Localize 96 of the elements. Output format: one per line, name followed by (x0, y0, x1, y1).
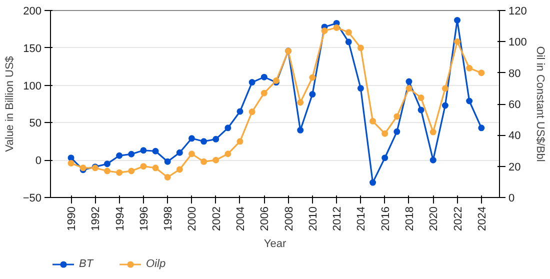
point (176, 149, 183, 156)
point (140, 147, 147, 154)
point (345, 29, 352, 36)
y-tick-label: −50 (22, 192, 42, 204)
x-tick-label: 2022 (452, 206, 464, 231)
y2-tick-label: 120 (508, 6, 527, 18)
point (248, 79, 256, 86)
point (152, 148, 159, 154)
x-tick-label: 1992 (90, 206, 102, 231)
x-tick-label: 2020 (428, 206, 440, 231)
y-tick-label: 100 (23, 80, 42, 92)
point (116, 169, 123, 176)
x-tick-label: 2008 (283, 206, 296, 231)
point (176, 166, 183, 173)
point (442, 85, 448, 92)
y-tick-label: 200 (23, 6, 42, 18)
y2-tick-label: 100 (508, 36, 527, 49)
point (212, 136, 220, 142)
point (478, 124, 485, 132)
y-tick-label: 150 (23, 42, 42, 55)
point (309, 74, 316, 81)
point (418, 94, 424, 102)
point (297, 99, 304, 106)
x-tick-label: 2006 (259, 206, 272, 231)
legend-label: Oilp (146, 257, 166, 271)
point (224, 150, 232, 158)
point (164, 158, 171, 165)
x-tick-label: 2000 (186, 206, 199, 231)
point (466, 64, 473, 72)
point (430, 156, 436, 164)
y2-tick-label: 20 (508, 161, 521, 174)
point (406, 78, 412, 85)
y-tick-label: 50 (29, 118, 42, 130)
point (260, 90, 268, 96)
y2-tick-label: 80 (508, 68, 521, 80)
point (430, 128, 436, 136)
point (200, 158, 208, 165)
x-tick-label: 1990 (66, 206, 78, 231)
y2-tick-label: 60 (508, 99, 521, 111)
point (224, 124, 232, 132)
point (382, 130, 388, 137)
x-tick-label: 2018 (404, 206, 416, 231)
x-tick-label: 2014 (356, 206, 368, 231)
y-tick-label: 0 (35, 155, 42, 168)
point (297, 126, 304, 134)
point (442, 102, 448, 109)
point (188, 135, 195, 142)
y2-tick-label: 40 (508, 130, 521, 142)
x-tick-label: 2016 (380, 206, 392, 231)
point (128, 150, 135, 158)
point (394, 113, 400, 120)
x-tick-label: 2010 (307, 206, 320, 231)
point (104, 160, 110, 168)
point (418, 106, 424, 114)
x-tick-label: 1998 (162, 206, 175, 231)
point (321, 28, 328, 34)
y2-axis-title: Oil in Constant US$/Bbl (534, 46, 546, 162)
point (236, 138, 244, 145)
point (394, 128, 400, 135)
y-axis-title: Value in Billion US$ (4, 56, 16, 152)
point (370, 179, 376, 186)
y2-tick-label: 0 (508, 192, 515, 204)
point (357, 85, 364, 92)
point (406, 85, 412, 92)
point (466, 98, 473, 104)
point (357, 44, 364, 52)
x-tick-label: 1996 (138, 206, 150, 231)
x-tick-label: 1994 (114, 206, 126, 231)
point (128, 168, 135, 174)
point (236, 108, 244, 115)
point (382, 154, 388, 162)
point (116, 152, 123, 159)
point (248, 108, 256, 116)
x-tick-label: 2024 (476, 206, 488, 231)
point (345, 38, 352, 46)
point (188, 150, 195, 158)
point (370, 118, 376, 124)
point (68, 154, 74, 162)
legend-label: BT (79, 257, 95, 271)
point (478, 70, 485, 76)
point (454, 16, 461, 24)
point (152, 164, 159, 172)
x-tick-label: 2002 (210, 206, 223, 231)
point (309, 91, 316, 98)
point (104, 168, 110, 174)
x-tick-label: 2004 (234, 206, 247, 231)
point (212, 156, 220, 164)
point (164, 174, 171, 180)
point (454, 38, 461, 45)
x-tick-label: 2012 (332, 206, 344, 231)
x-axis-title: Year (264, 238, 286, 250)
point (140, 163, 147, 170)
point (68, 160, 74, 166)
point (200, 138, 208, 145)
point (260, 74, 268, 80)
point (333, 24, 340, 31)
